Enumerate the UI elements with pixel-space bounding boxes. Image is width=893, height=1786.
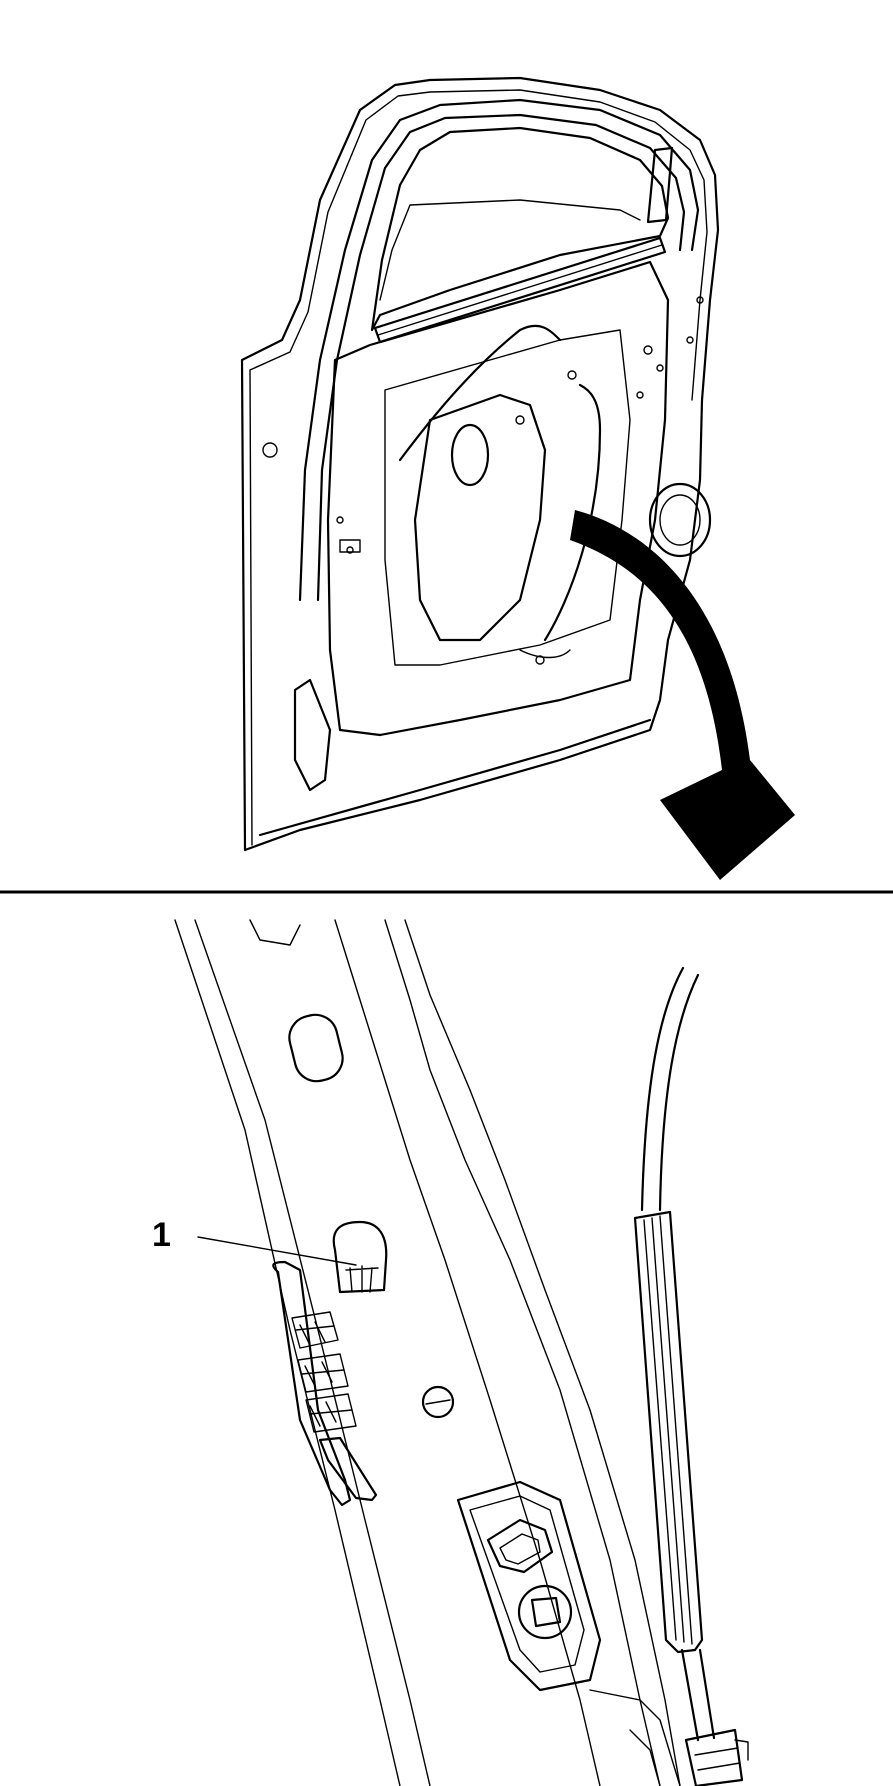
rear-window-channel	[646, 146, 674, 224]
panel-hole	[262, 442, 278, 458]
belt-line-inner	[377, 244, 663, 336]
oval-slot	[288, 1013, 344, 1083]
cable-lower	[680, 1648, 700, 1742]
speaker-outer	[648, 482, 712, 558]
lower-recess	[293, 678, 332, 792]
panel-hole	[636, 391, 644, 399]
window-opening	[370, 126, 670, 332]
window-glass-edge	[379, 199, 641, 301]
access-hole-oval	[450, 423, 490, 487]
callout-1-leader	[197, 1236, 357, 1266]
lower-recess-panel	[456, 1480, 602, 1692]
wiring-harness	[398, 324, 562, 462]
weatherstrip-tab-lower	[318, 1436, 378, 1502]
speaker-inner	[659, 494, 701, 546]
round-plug-slot	[425, 1399, 451, 1405]
push-pin-retainer-hole	[332, 1220, 388, 1294]
panel-hole	[515, 415, 525, 425]
door-outer-edge	[249, 89, 708, 846]
cable-lower-2	[698, 1648, 716, 1740]
bottom-flange	[589, 1689, 681, 1786]
weatherstrip-body	[272, 1260, 352, 1507]
lower-hem	[258, 718, 652, 837]
inner-panel-recess	[384, 329, 631, 666]
panel-hole	[643, 345, 653, 355]
pillar-edge-inner	[334, 919, 601, 1786]
cable-connector-tab	[734, 1739, 749, 1761]
corrugated-sleeve	[633, 1210, 704, 1654]
cable-connector	[684, 1728, 744, 1786]
inner-panel-outline	[326, 260, 670, 737]
panel-hole	[656, 364, 664, 372]
door-detail-panel: 1	[152, 919, 749, 1786]
lower-recess-inner	[469, 1495, 585, 1673]
panel-hole	[686, 336, 694, 344]
access-hole-main	[413, 393, 547, 642]
rectangular-clip-inner	[499, 1533, 541, 1565]
weatherstrip-clips	[291, 1311, 357, 1433]
hinge-slot	[339, 539, 361, 553]
fastener-square	[530, 1596, 562, 1628]
sleeve-ribs	[643, 1215, 693, 1645]
pillar-flange-2	[404, 919, 681, 1786]
panel-hole	[336, 516, 344, 524]
cable-connector-ribs	[694, 1747, 741, 1771]
callout-1-label: 1	[152, 1216, 171, 1254]
window-frame-outer	[298, 98, 700, 602]
door-overview-panel	[240, 76, 795, 880]
wiring-harness-branch	[519, 649, 571, 659]
round-plug	[421, 1385, 455, 1419]
pillar-edge-mid	[194, 919, 431, 1786]
panel-hole	[567, 370, 577, 380]
panel-hole	[535, 655, 545, 665]
bottom-flange-2	[629, 1729, 661, 1786]
wiring-harness-lower	[543, 383, 602, 642]
fastener-outer	[517, 1584, 573, 1640]
pillar-flange	[384, 919, 661, 1786]
panel-hole	[696, 296, 704, 304]
top-tab	[249, 919, 301, 946]
removal-arrow	[570, 510, 795, 880]
cable-upper-2	[658, 973, 700, 1212]
belt-line	[373, 236, 667, 344]
pillar-edge-outer	[174, 919, 401, 1786]
push-pin-retainer	[345, 1265, 379, 1293]
rectangular-clip	[486, 1518, 554, 1574]
door-outer-shell	[240, 76, 720, 852]
cable-upper	[640, 966, 685, 1212]
panel-hole	[346, 546, 354, 554]
